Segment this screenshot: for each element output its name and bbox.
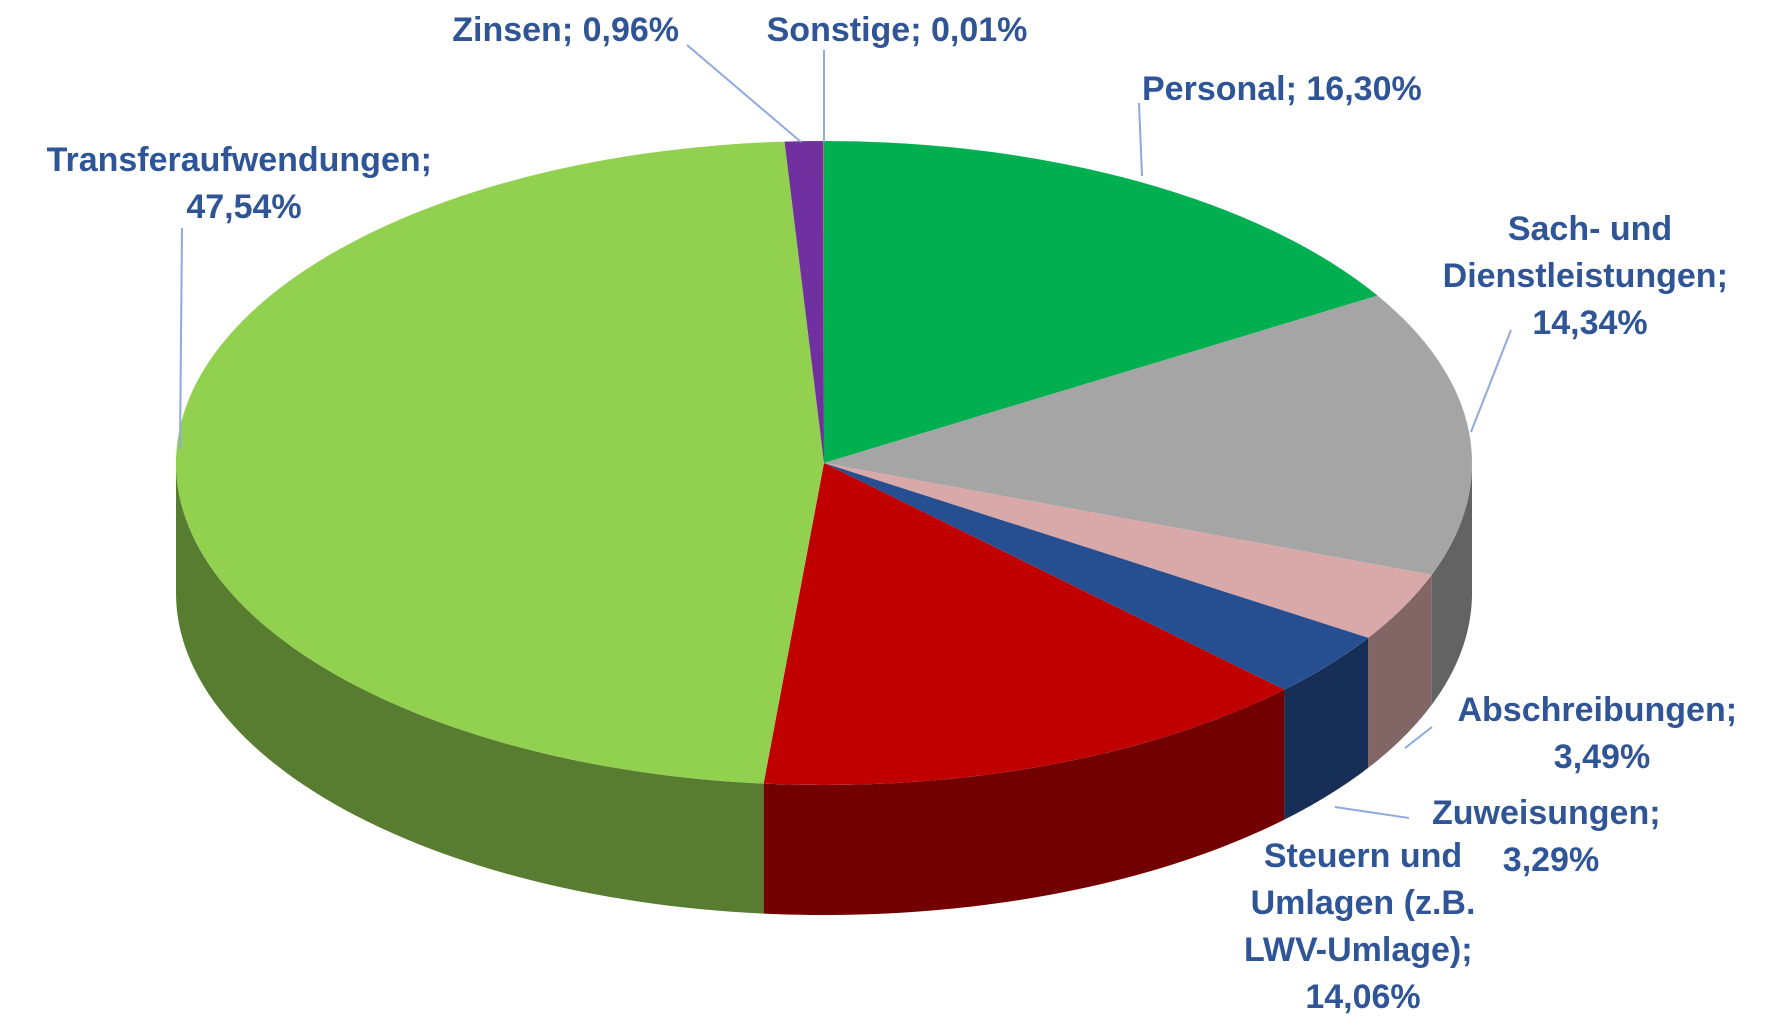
slice-label: Sonstige [767, 11, 911, 49]
value-label: 14,34% [1532, 304, 1647, 342]
label-separator: ; [1649, 794, 1670, 832]
slice [824, 141, 1378, 463]
label-separator: ; [562, 11, 583, 49]
value-label: 16,30% [1306, 70, 1421, 108]
label-separator: ; [1461, 931, 1482, 969]
leader-line [179, 227, 183, 450]
slice-side [1284, 637, 1369, 820]
slice-side [1431, 463, 1472, 705]
slice [824, 463, 1432, 638]
leader-line [1334, 806, 1410, 819]
leader-line [1470, 329, 1512, 433]
slice [763, 463, 1285, 785]
slice [176, 141, 824, 784]
slice-side [1368, 574, 1432, 768]
label-separator: ; [1286, 70, 1307, 108]
leader-line [1404, 726, 1433, 749]
label-separator: ; [1717, 257, 1738, 295]
slice-side [176, 463, 764, 914]
value-label: 0,96% [583, 11, 679, 49]
slice [784, 141, 824, 463]
slice-label: Zuweisungen [1432, 794, 1649, 832]
leader-line [1138, 102, 1143, 177]
slice-label: Personal [1142, 70, 1286, 108]
slice [824, 463, 1369, 690]
value-label: 14,06% [1305, 978, 1420, 1016]
leader-line [686, 44, 802, 143]
label-separator: ; [421, 141, 442, 179]
slice-label: Transferaufwendungen [47, 141, 421, 179]
value-label: 3,49% [1554, 738, 1650, 776]
slice-label: Steuern und Umlagen (z.B. LWV-Umlage) [1244, 837, 1485, 969]
label-separator: ; [910, 11, 931, 49]
slice [824, 295, 1472, 575]
slice-label: Zinsen [452, 11, 562, 49]
slice-label: Abschreibungen [1457, 691, 1725, 729]
value-label: 47,54% [186, 188, 301, 226]
label-separator: ; [1726, 691, 1747, 729]
value-label: 0,01% [931, 11, 1027, 49]
value-label: 3,29% [1503, 841, 1599, 879]
slice-label: Sach- und Dienstleistungen [1443, 210, 1717, 295]
slice-side [763, 689, 1285, 915]
